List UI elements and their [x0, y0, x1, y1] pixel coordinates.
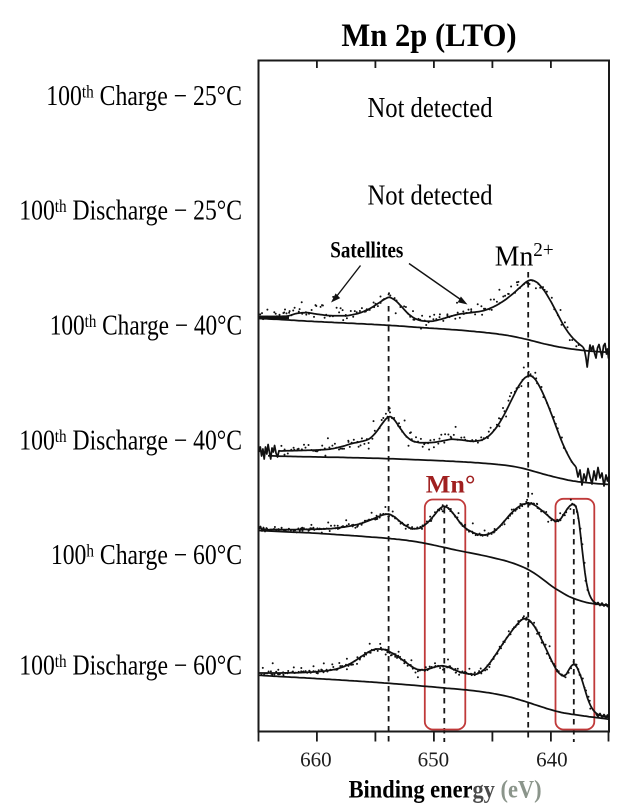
svg-text:100h Charge − 60°C: 100h Charge − 60°C — [51, 539, 242, 570]
svg-text:100th Charge − 40°C: 100th Charge − 40°C — [50, 310, 242, 342]
svg-text:100th Charge − 25°C: 100th Charge − 25°C — [46, 80, 242, 111]
svg-text:Satellites: Satellites — [330, 237, 403, 263]
svg-text:Mn°: Mn° — [426, 470, 476, 498]
svg-text:Not detected: Not detected — [368, 179, 494, 211]
svg-text:640: 640 — [536, 748, 568, 772]
svg-text:100th Discharge − 60°C: 100th Discharge − 60°C — [19, 650, 242, 681]
svg-text:Mn2+: Mn2+ — [495, 240, 554, 273]
svg-text:650: 650 — [418, 748, 450, 772]
svg-text:Not detected: Not detected — [368, 91, 494, 123]
svg-text:Binding energy (eV): Binding energy (eV) — [349, 776, 542, 803]
svg-text:660: 660 — [300, 748, 332, 772]
svg-text:100th Discharge − 40°C: 100th Discharge − 40°C — [19, 425, 242, 456]
svg-text:Mn 2p (LTO): Mn 2p (LTO) — [341, 17, 516, 53]
svg-text:100th Discharge − 25°C: 100th Discharge − 25°C — [19, 195, 242, 226]
